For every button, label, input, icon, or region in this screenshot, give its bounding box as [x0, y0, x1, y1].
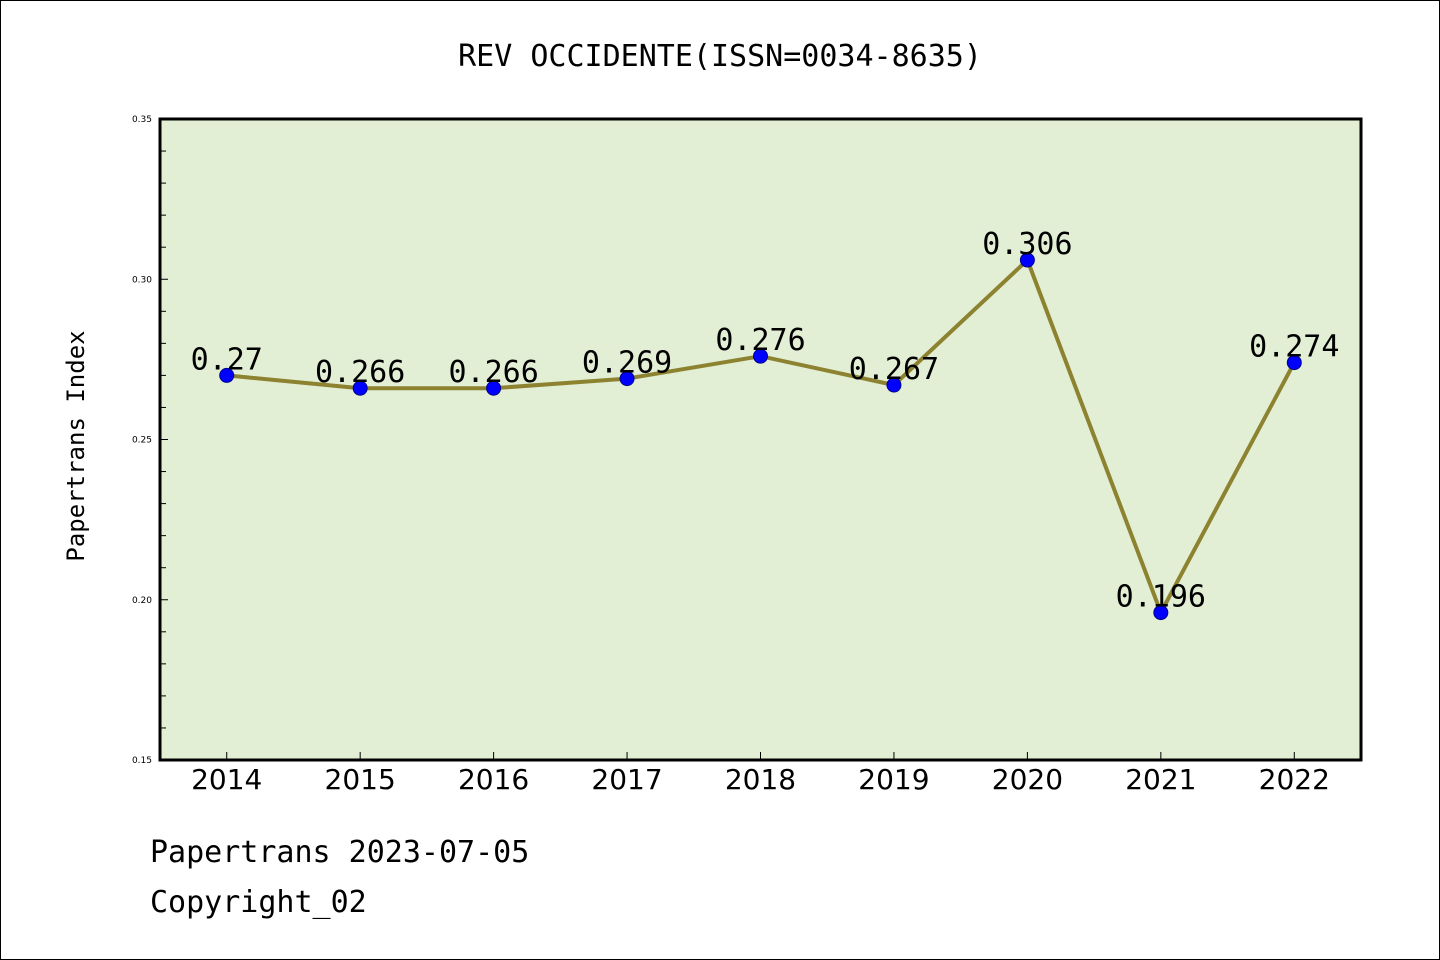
- data-label: 0.267: [849, 352, 939, 387]
- x-tick-label: 2020: [992, 763, 1063, 796]
- y-tick-label: 0.15: [132, 756, 152, 766]
- data-label: 0.306: [982, 227, 1072, 262]
- x-tick-label: 2018: [725, 763, 796, 796]
- data-label: 0.196: [1116, 580, 1206, 615]
- x-tick-label: 2022: [1259, 763, 1330, 796]
- y-tick-label: 0.30: [132, 275, 152, 285]
- footer-copyright: Copyright_02: [150, 885, 367, 920]
- data-point: [1286, 355, 1302, 371]
- data-label: 0.274: [1249, 330, 1339, 365]
- data-point: [886, 377, 902, 393]
- x-tick-label: 2019: [858, 763, 929, 796]
- data-label: 0.266: [448, 355, 538, 390]
- data-point: [753, 348, 768, 364]
- x-tick-label: 2014: [191, 763, 262, 796]
- plot-frame: [158, 117, 1363, 762]
- x-tick-label: 2017: [591, 763, 662, 796]
- x-tick-label: 2021: [1125, 763, 1196, 796]
- chart-title: REV OCCIDENTE(ISSN=0034-8635): [458, 39, 982, 74]
- x-tick-label: 2016: [458, 763, 529, 796]
- data-point: [1153, 605, 1169, 621]
- data-point: [219, 367, 235, 383]
- y-tick-label: 0.35: [132, 115, 152, 125]
- y-tick-label: 0.20: [132, 596, 152, 606]
- data-label: 0.27: [191, 342, 263, 377]
- footer-source: Papertrans 2023-07-05: [150, 835, 530, 870]
- data-label: 0.276: [715, 323, 805, 358]
- data-point: [352, 380, 368, 396]
- data-point: [486, 380, 502, 396]
- y-axis-label: Papertrans Index: [62, 330, 90, 561]
- data-point: [619, 371, 635, 387]
- y-tick-label: 0.25: [132, 436, 152, 446]
- data-label: 0.266: [315, 355, 405, 390]
- data-point: [1019, 252, 1035, 268]
- plot-area: [160, 119, 1361, 760]
- x-tick-label: 2015: [325, 763, 396, 796]
- data-label: 0.269: [582, 346, 672, 381]
